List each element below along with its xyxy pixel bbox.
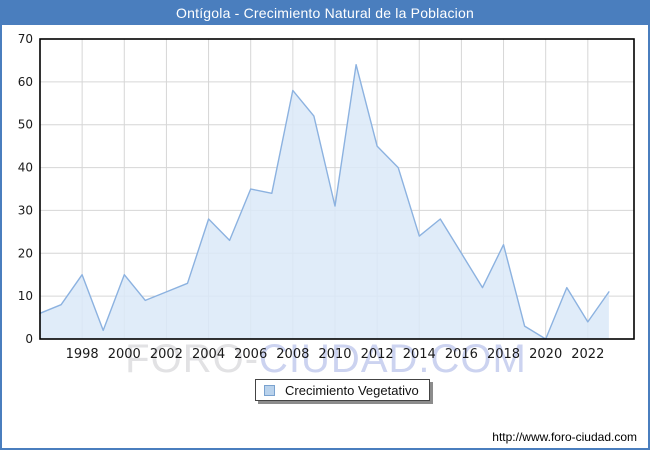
svg-text:2016: 2016 xyxy=(445,347,478,362)
gridlines xyxy=(40,39,634,339)
svg-text:2006: 2006 xyxy=(234,347,267,362)
watermark-text: FORO-CIUDAD.COM xyxy=(125,337,527,381)
svg-text:1998: 1998 xyxy=(66,347,99,362)
legend-series-marker-icon xyxy=(264,384,275,396)
svg-text:40: 40 xyxy=(18,161,33,175)
svg-text:2022: 2022 xyxy=(571,347,604,362)
axis-border xyxy=(39,38,635,340)
legend-box: Crecimiento Vegetativo xyxy=(255,379,430,401)
svg-text:50: 50 xyxy=(18,118,33,132)
svg-text:2014: 2014 xyxy=(403,347,436,362)
svg-text:2020: 2020 xyxy=(529,347,562,362)
svg-text:30: 30 xyxy=(18,203,33,217)
footer-url-link[interactable]: http://www.foro-ciudad.com xyxy=(492,430,637,444)
x-axis-labels: 1998 2000 2002 2004 2006 2008 2010 2012 2014 2016… xyxy=(66,347,605,362)
svg-text:2002: 2002 xyxy=(150,347,183,362)
svg-text:60: 60 xyxy=(18,75,33,89)
svg-text:10: 10 xyxy=(18,289,33,303)
svg-text:70: 70 xyxy=(18,32,33,46)
svg-text:2000: 2000 xyxy=(108,347,141,362)
chart-title: Ontígola - Crecimiento Natural de la Pob… xyxy=(2,2,648,25)
svg-text:2010: 2010 xyxy=(318,347,351,362)
svg-text:2008: 2008 xyxy=(276,347,309,362)
svg-text:2018: 2018 xyxy=(487,347,520,362)
line-series xyxy=(39,64,610,340)
area-series xyxy=(40,64,609,339)
y-axis-labels: 0 10 20 30 40 50 60 70 xyxy=(18,32,33,346)
svg-text:2004: 2004 xyxy=(192,347,225,362)
svg-text:2012: 2012 xyxy=(361,347,394,362)
svg-text:0: 0 xyxy=(25,332,33,346)
legend-series-label: Crecimiento Vegetativo xyxy=(285,382,419,398)
svg-text:20: 20 xyxy=(18,246,33,260)
